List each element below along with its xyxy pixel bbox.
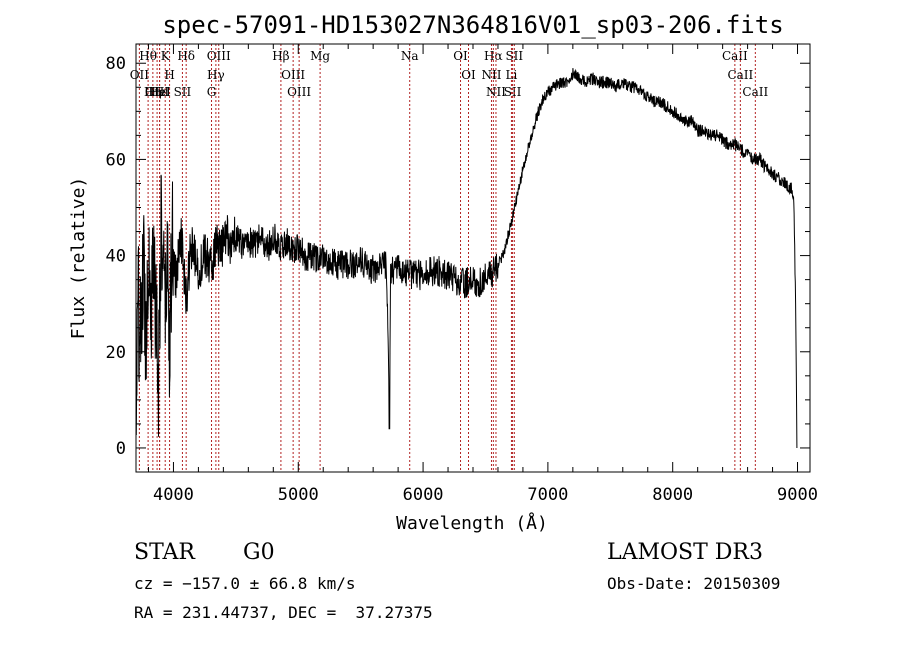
line-label: K bbox=[161, 49, 171, 63]
x-tick-label: 5000 bbox=[278, 485, 319, 505]
line-label: OII bbox=[130, 68, 150, 82]
line-label: OIII bbox=[145, 85, 169, 99]
line-label: Hβ bbox=[272, 49, 289, 63]
line-label: Hδ bbox=[177, 49, 195, 63]
chart-title: spec-57091-HD153027N364816V01_sp03-206.f… bbox=[162, 11, 783, 39]
obs-date-text: Obs-Date: 20150309 bbox=[607, 574, 781, 593]
line-label: NII bbox=[486, 85, 506, 99]
line-label: Hη bbox=[144, 85, 162, 99]
line-label: OIII bbox=[207, 49, 231, 63]
line-label: Hθ bbox=[139, 49, 157, 63]
line-label: SII bbox=[174, 85, 192, 99]
x-tick-label: 8000 bbox=[652, 485, 693, 505]
x-tick-label: 4000 bbox=[153, 485, 194, 505]
object-class: STAR bbox=[134, 540, 195, 565]
x-axis-label: Wavelength (Å) bbox=[396, 512, 548, 534]
x-tick-label: 6000 bbox=[403, 485, 444, 505]
line-label: OI bbox=[453, 49, 468, 63]
plot-frame bbox=[135, 43, 811, 473]
coordinates-text: RA = 231.44737, DEC = 37.27375 bbox=[134, 603, 433, 622]
line-label: OIII bbox=[287, 85, 311, 99]
y-tick-label: 20 bbox=[106, 343, 126, 363]
line-label: OIII bbox=[281, 68, 305, 82]
emission-line-markers: HθOIIOIIIKHHεHeIHηHδSIIOIIIHγGHβOIIIOIII… bbox=[130, 44, 768, 472]
y-axis-label: Flux (relative) bbox=[68, 177, 89, 340]
line-label: NII bbox=[481, 68, 501, 82]
line-label: Hα bbox=[484, 49, 503, 63]
line-label: H bbox=[164, 68, 174, 82]
axes: 4000 5000 6000 7000 8000 9000 0 20 40 60 80 bbox=[106, 44, 818, 505]
y-tick-label: 60 bbox=[106, 150, 126, 170]
line-label: CaII bbox=[727, 68, 753, 82]
spectrum-line bbox=[135, 68, 798, 448]
redshift-text: cz = −157.0 ± 66.8 km/s bbox=[134, 574, 356, 593]
line-label: Na bbox=[401, 49, 419, 63]
y-tick-label: 40 bbox=[106, 247, 126, 267]
y-tick-label: 0 bbox=[116, 439, 126, 459]
line-label: SII bbox=[505, 49, 523, 63]
x-tick-label: 9000 bbox=[777, 485, 818, 505]
line-label: SII bbox=[504, 85, 522, 99]
line-label: CaII bbox=[722, 49, 748, 63]
line-label: G bbox=[207, 85, 217, 99]
object-subclass: G0 bbox=[243, 540, 275, 565]
line-label: Li bbox=[506, 68, 518, 82]
line-label: Hγ bbox=[207, 68, 225, 82]
survey-name: LAMOST DR3 bbox=[607, 540, 763, 565]
line-label: OI bbox=[461, 68, 476, 82]
y-tick-label: 80 bbox=[106, 54, 126, 74]
x-tick-label: 7000 bbox=[527, 485, 568, 505]
line-label: CaII bbox=[742, 85, 768, 99]
line-label: HeI bbox=[148, 85, 171, 99]
line-label: Mg bbox=[310, 49, 330, 63]
